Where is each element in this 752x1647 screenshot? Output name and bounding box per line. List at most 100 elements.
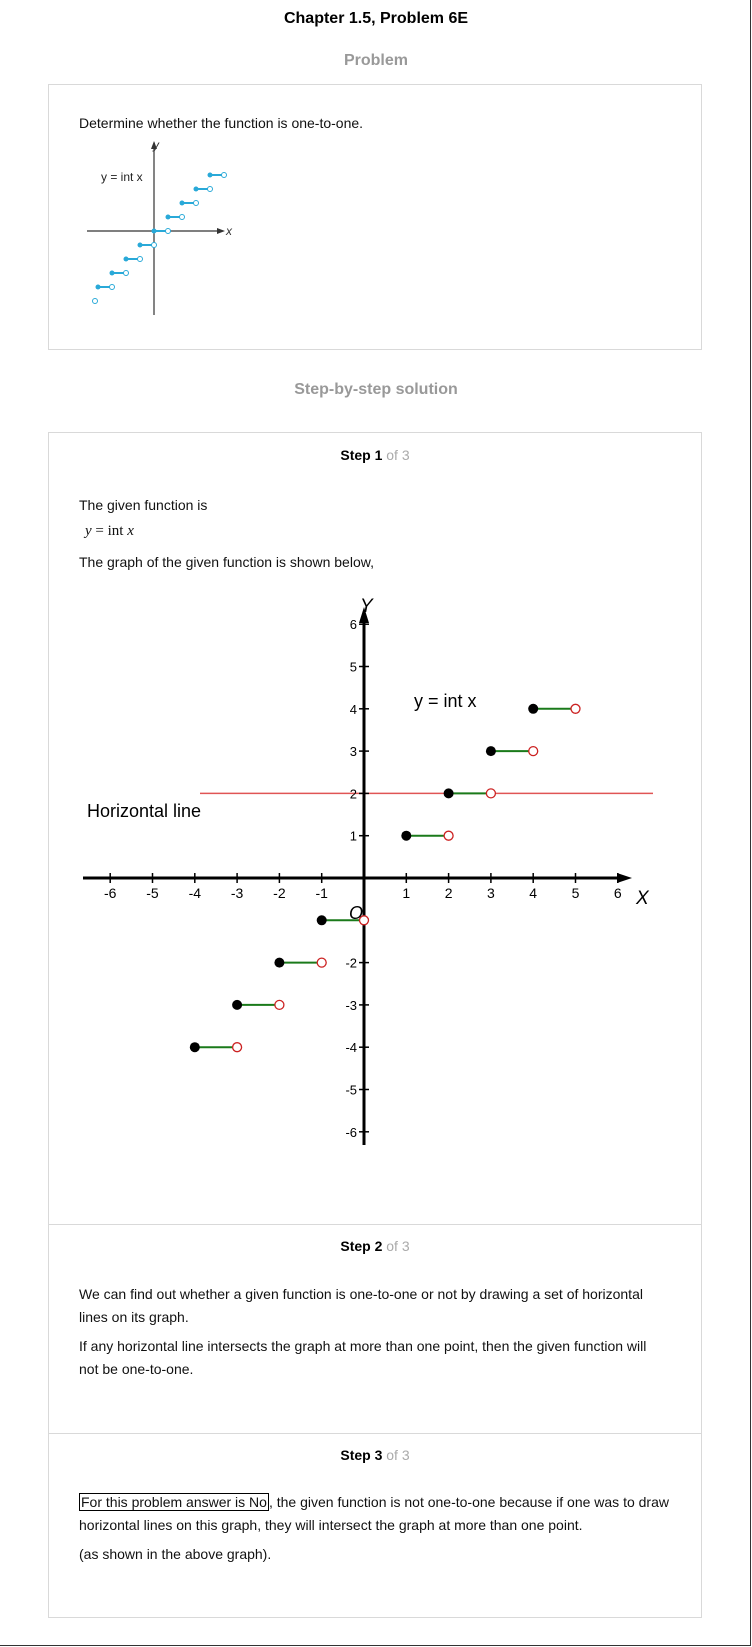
y-tick-label: -5 bbox=[345, 1083, 357, 1098]
step-3-header: Step 3 of 3 bbox=[49, 1447, 701, 1463]
problem-figure-x-label: x bbox=[225, 224, 233, 238]
mini-open-endpoint bbox=[137, 256, 143, 262]
mini-open-endpoint bbox=[92, 298, 98, 304]
mini-closed-endpoint bbox=[165, 214, 171, 220]
mini-open-endpoint bbox=[207, 186, 213, 192]
mini-open-endpoint bbox=[151, 242, 157, 248]
open-endpoint bbox=[358, 915, 370, 926]
y-tick-label: -4 bbox=[345, 1040, 357, 1055]
closed-endpoint bbox=[274, 957, 285, 968]
step-1-equation-int: = int bbox=[95, 523, 124, 539]
y-tick-label: -6 bbox=[345, 1125, 357, 1140]
graph-horizontal-line-label: Horizontal line bbox=[87, 801, 201, 821]
page-title: Chapter 1.5, Problem 6E bbox=[283, 10, 469, 27]
mini-closed-endpoint bbox=[95, 284, 101, 290]
closed-endpoint bbox=[528, 703, 539, 714]
mini-open-endpoint bbox=[109, 284, 115, 290]
mini-open-endpoint bbox=[193, 200, 199, 206]
y-tick-label: -2 bbox=[345, 956, 357, 971]
y-tick-label: 2 bbox=[350, 786, 357, 801]
open-endpoint bbox=[231, 1042, 243, 1053]
y-tick-label: -3 bbox=[345, 998, 357, 1013]
open-endpoint bbox=[274, 999, 285, 1011]
y-tick-label: 5 bbox=[350, 660, 357, 675]
x-tick-label: 3 bbox=[487, 885, 495, 901]
graph-x-axis-label: X bbox=[635, 888, 650, 909]
mini-open-endpoint bbox=[179, 214, 185, 220]
step-3-of: of 3 bbox=[386, 1447, 410, 1463]
step-1-equation-y: y bbox=[85, 523, 92, 539]
mini-closed-endpoint bbox=[123, 256, 129, 262]
step-3-label: Step 3 bbox=[340, 1447, 383, 1463]
y-tick-label: 6 bbox=[350, 617, 357, 632]
step-segments-group bbox=[189, 703, 581, 1053]
closed-endpoint bbox=[401, 830, 412, 841]
step-function-graph: -6 -5 -4 -3 -2 -1 1 2 3 4 5 6 6 5 4 3 2 1 -2 -3 -4 -5 -6 Y X O… bbox=[83, 596, 653, 1145]
graph-origin-label: O bbox=[349, 903, 363, 923]
closed-endpoint bbox=[316, 915, 327, 926]
open-endpoint bbox=[570, 703, 581, 714]
graph-function-label: y = int x bbox=[414, 691, 477, 711]
x-tick-label: 4 bbox=[529, 885, 537, 901]
mini-closed-endpoint bbox=[179, 200, 185, 206]
y-tick-label: 1 bbox=[350, 829, 357, 844]
step-2-para1: We can find out whether a given function… bbox=[79, 1286, 643, 1325]
mini-closed-endpoint bbox=[137, 242, 143, 248]
step-2-label: Step 2 bbox=[340, 1238, 383, 1254]
x-axis-arrow bbox=[617, 873, 632, 883]
mini-open-endpoint bbox=[221, 172, 227, 178]
step-2-header: Step 2 of 3 bbox=[49, 1238, 701, 1254]
solution-heading: Step-by-step solution bbox=[294, 381, 458, 398]
problem-figure-y-arrow bbox=[151, 141, 157, 149]
x-tick-label: -6 bbox=[104, 885, 117, 901]
open-endpoint bbox=[485, 788, 497, 799]
mini-closed-endpoint bbox=[207, 172, 213, 178]
step-1-line2: The graph of the given function is shown… bbox=[79, 554, 374, 570]
step-divider-2 bbox=[49, 1433, 701, 1434]
closed-endpoint bbox=[485, 746, 496, 757]
y-tick-label: 3 bbox=[350, 744, 357, 759]
step-3-para1: For this problem answer is No, the given… bbox=[79, 1491, 669, 1537]
problem-box: Determine whether the function is one-to… bbox=[48, 84, 702, 350]
problem-heading: Problem bbox=[343, 52, 408, 69]
step-2-para2: If any horizontal line intersects the gr… bbox=[79, 1338, 647, 1377]
x-tick-label: 5 bbox=[572, 885, 580, 901]
open-endpoint bbox=[316, 957, 327, 968]
step-divider-1 bbox=[49, 1224, 701, 1225]
step-1-equation: y = int x bbox=[85, 523, 134, 540]
problem-figure-steps bbox=[92, 172, 227, 304]
x-tick-label: 1 bbox=[402, 885, 410, 901]
open-endpoint bbox=[443, 830, 454, 841]
step-1-equation-x: x bbox=[127, 523, 134, 539]
step-3-para2: (as shown in the above graph). bbox=[79, 1546, 272, 1562]
problem-statement: Determine whether the function is one-to… bbox=[79, 115, 364, 131]
mini-open-endpoint bbox=[123, 270, 129, 276]
x-tick-label: -3 bbox=[231, 885, 244, 901]
problem-figure: y x y = int x bbox=[87, 139, 233, 315]
graph-y-axis-label: Y bbox=[360, 596, 374, 617]
x-tick-label: -4 bbox=[189, 885, 202, 901]
y-axis-arrow bbox=[359, 607, 369, 623]
closed-endpoint bbox=[232, 999, 243, 1010]
step-2-of: of 3 bbox=[386, 1238, 410, 1254]
x-tick-label: -5 bbox=[146, 885, 159, 901]
step-3-rest: , the given function is not one-to-one b… bbox=[79, 1494, 669, 1533]
ticks-group: -6 -5 -4 -3 -2 -1 1 2 3 4 5 6 6 5 4 3 2 1 -2 -3 -4 -5 -6 bbox=[104, 617, 622, 1140]
y-tick-label: 4 bbox=[350, 702, 357, 717]
x-tick-label: -1 bbox=[315, 885, 328, 901]
mini-closed-endpoint bbox=[151, 228, 157, 234]
step-1-of: of 3 bbox=[386, 447, 410, 463]
closed-endpoint bbox=[189, 1042, 200, 1053]
mini-closed-endpoint bbox=[109, 270, 115, 276]
x-tick-label: 6 bbox=[614, 885, 622, 901]
mini-closed-endpoint bbox=[193, 186, 199, 192]
problem-figure-y-label: y bbox=[152, 139, 160, 152]
axes-group bbox=[83, 607, 632, 1145]
problem-figure-x-arrow bbox=[217, 228, 225, 234]
mini-open-endpoint bbox=[165, 228, 171, 234]
step-1-label: Step 1 bbox=[340, 447, 383, 463]
step-1-line1: The given function is bbox=[79, 497, 208, 513]
closed-endpoint bbox=[443, 788, 454, 799]
solution-box: Step 1 of 3 The given function is y = in… bbox=[48, 432, 702, 1618]
